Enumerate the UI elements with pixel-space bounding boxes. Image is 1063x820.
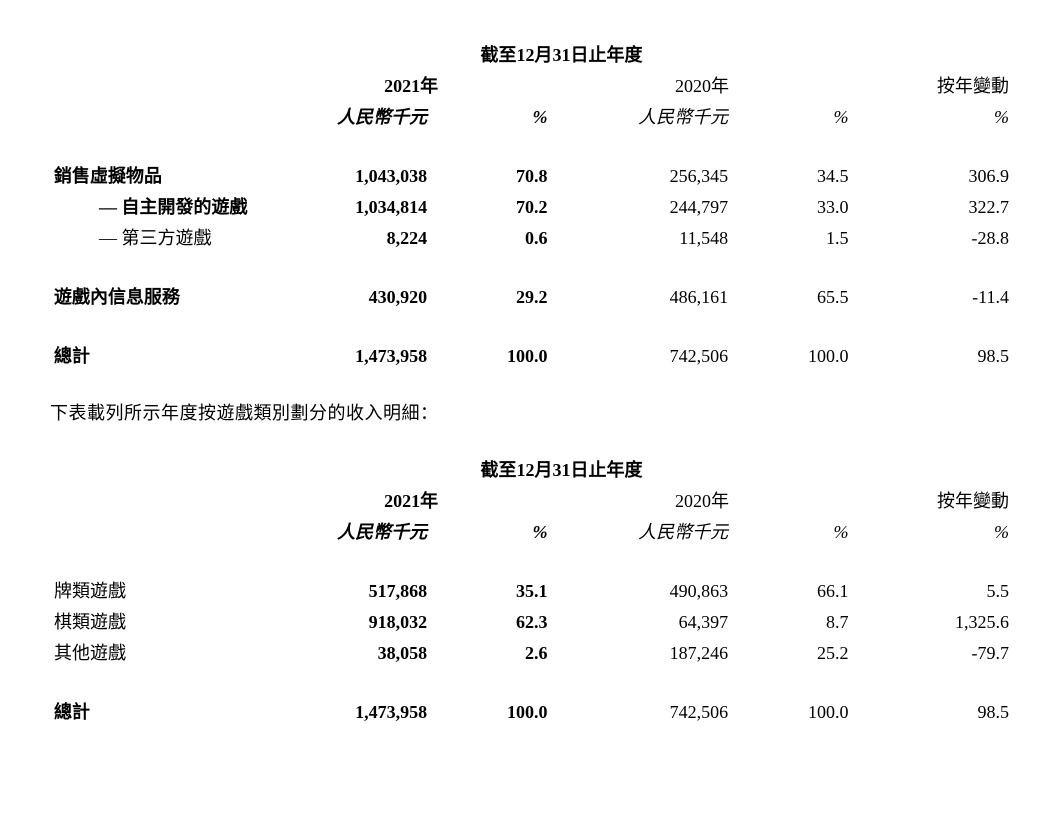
- table2-unit-2021: 人民幣千元: [271, 517, 432, 548]
- cell: 490,863: [552, 576, 733, 607]
- table2-yoy-header: 按年變動: [852, 486, 1013, 517]
- row-label: 其他遊戲: [50, 638, 271, 669]
- table-row: — 第三方遊戲 8,224 0.6 11,548 1.5 -28.8: [50, 223, 1013, 254]
- cell: 100.0: [732, 697, 852, 728]
- table-row: — 自主開發的遊戲 1,034,814 70.2 244,797 33.0 32…: [50, 192, 1013, 223]
- cell: 38,058: [271, 638, 432, 669]
- cell: -79.7: [852, 638, 1013, 669]
- cell: 1,034,814: [271, 192, 432, 223]
- table2-year-2020: 2020年: [552, 486, 853, 517]
- row-label: — 自主開發的遊戲: [50, 192, 271, 223]
- cell: 0.6: [431, 223, 551, 254]
- table-total-row: 總計 1,473,958 100.0 742,506 100.0 98.5: [50, 697, 1013, 728]
- table1-unit-2020: 人民幣千元: [552, 102, 733, 133]
- table1-year-2021: 2021年: [271, 71, 552, 102]
- table2-caption: 截至12月31日止年度: [271, 455, 853, 486]
- table1-pct-yoy: %: [852, 102, 1013, 133]
- cell: 70.8: [431, 161, 551, 192]
- row-label: — 第三方遊戲: [50, 223, 271, 254]
- table2-pct-2021: %: [431, 517, 551, 548]
- cell: 29.2: [431, 282, 551, 313]
- table-total-row: 總計 1,473,958 100.0 742,506 100.0 98.5: [50, 341, 1013, 372]
- intertext: 下表載列所示年度按遊戲類別劃分的收入明細：: [50, 400, 1013, 427]
- cell: 306.9: [852, 161, 1013, 192]
- cell: 430,920: [271, 282, 432, 313]
- table2-pct-yoy: %: [852, 517, 1013, 548]
- cell: 244,797: [552, 192, 733, 223]
- table1-yoy-header: 按年變動: [852, 71, 1013, 102]
- table-row: 遊戲內信息服務 430,920 29.2 486,161 65.5 -11.4: [50, 282, 1013, 313]
- table1-pct-2021: %: [431, 102, 551, 133]
- cell: 100.0: [431, 697, 551, 728]
- cell: 33.0: [732, 192, 852, 223]
- table-row: 其他遊戲 38,058 2.6 187,246 25.2 -79.7: [50, 638, 1013, 669]
- row-label: 銷售虛擬物品: [50, 161, 271, 192]
- cell: 517,868: [271, 576, 432, 607]
- cell: 2.6: [431, 638, 551, 669]
- cell: -11.4: [852, 282, 1013, 313]
- row-label: 遊戲內信息服務: [50, 282, 271, 313]
- table-row: 牌類遊戲 517,868 35.1 490,863 66.1 5.5: [50, 576, 1013, 607]
- cell: 742,506: [552, 341, 733, 372]
- cell: 25.2: [732, 638, 852, 669]
- cell: 322.7: [852, 192, 1013, 223]
- row-label: 總計: [50, 697, 271, 728]
- cell: 100.0: [732, 341, 852, 372]
- cell: 5.5: [852, 576, 1013, 607]
- row-label: 牌類遊戲: [50, 576, 271, 607]
- cell: 34.5: [732, 161, 852, 192]
- table2-unit-2020: 人民幣千元: [552, 517, 733, 548]
- cell: 1,473,958: [271, 341, 432, 372]
- revenue-by-type-table: 截至12月31日止年度 2021年 2020年 按年變動 人民幣千元 % 人民幣…: [50, 40, 1013, 372]
- cell: 742,506: [552, 697, 733, 728]
- cell: 35.1: [431, 576, 551, 607]
- table2-year-2021: 2021年: [271, 486, 552, 517]
- cell: 100.0: [431, 341, 551, 372]
- table-row: 棋類遊戲 918,032 62.3 64,397 8.7 1,325.6: [50, 607, 1013, 638]
- cell: 8,224: [271, 223, 432, 254]
- cell: 1,473,958: [271, 697, 432, 728]
- table2-pct-2020: %: [732, 517, 852, 548]
- cell: 11,548: [552, 223, 733, 254]
- cell: 98.5: [852, 341, 1013, 372]
- table1-pct-2020: %: [732, 102, 852, 133]
- cell: 1,043,038: [271, 161, 432, 192]
- cell: 8.7: [732, 607, 852, 638]
- cell: 64,397: [552, 607, 733, 638]
- table-row: 銷售虛擬物品 1,043,038 70.8 256,345 34.5 306.9: [50, 161, 1013, 192]
- cell: 918,032: [271, 607, 432, 638]
- cell: 65.5: [732, 282, 852, 313]
- cell: 62.3: [431, 607, 551, 638]
- table1-caption: 截至12月31日止年度: [271, 40, 853, 71]
- cell: 486,161: [552, 282, 733, 313]
- cell: 98.5: [852, 697, 1013, 728]
- table1-unit-2021: 人民幣千元: [271, 102, 432, 133]
- cell: 66.1: [732, 576, 852, 607]
- cell: 1.5: [732, 223, 852, 254]
- table1-year-2020: 2020年: [552, 71, 853, 102]
- row-label: 總計: [50, 341, 271, 372]
- revenue-by-game-category-table: 截至12月31日止年度 2021年 2020年 按年變動 人民幣千元 % 人民幣…: [50, 455, 1013, 728]
- cell: -28.8: [852, 223, 1013, 254]
- cell: 1,325.6: [852, 607, 1013, 638]
- cell: 187,246: [552, 638, 733, 669]
- cell: 256,345: [552, 161, 733, 192]
- cell: 70.2: [431, 192, 551, 223]
- row-label: 棋類遊戲: [50, 607, 271, 638]
